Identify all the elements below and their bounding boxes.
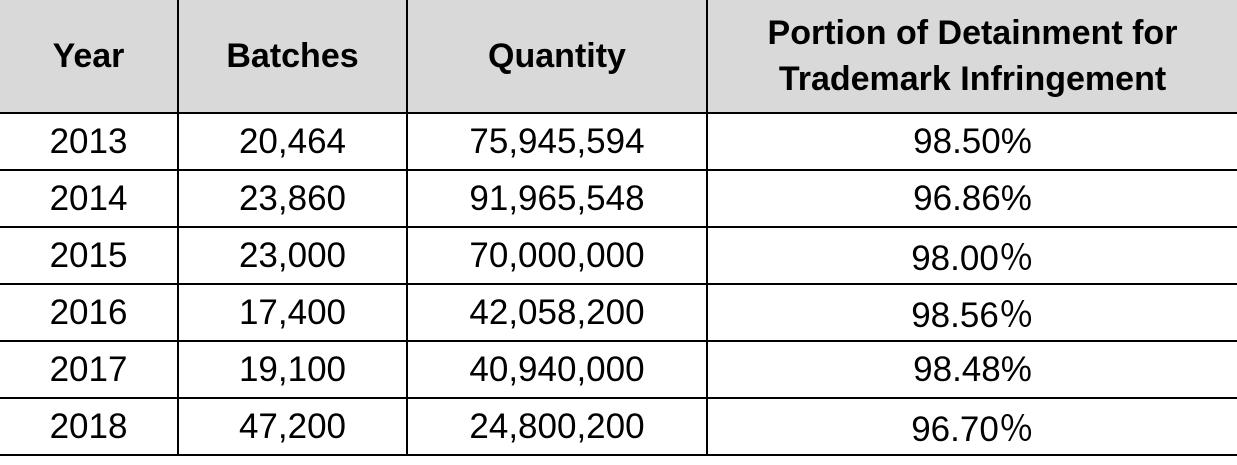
table-row: 2015 23,000 70,000,000 98.00％ — [0, 226, 1237, 285]
table-cell: 75,945,594 — [406, 112, 708, 171]
header-cell: Year — [0, 0, 179, 114]
table-cell: 40,940,000 — [406, 340, 708, 399]
table-cell: 2017 — [0, 340, 179, 399]
header-cell: Quantity — [406, 0, 708, 114]
table-cell: 23,000 — [177, 226, 408, 285]
table-body: 2013 20,464 75,945,594 98.50% 2014 23,860 91,9… — [0, 112, 1237, 456]
table-cell: 98.50% — [706, 112, 1237, 171]
table-cell: 47,200 — [177, 397, 408, 456]
table-cell: 98.00％ — [706, 226, 1237, 285]
table-cell: 96.70％ — [706, 397, 1237, 456]
table-cell: 23,860 — [177, 169, 408, 228]
table-cell: 96.86% — [706, 169, 1237, 228]
table-row: 2014 23,860 91,965,548 96.86% — [0, 169, 1237, 228]
table-cell: 98.48% — [706, 340, 1237, 399]
table-cell: 2015 — [0, 226, 179, 285]
table-cell: 24,800,200 — [406, 397, 708, 456]
table-row: 2016 17,400 42,058,200 98.56％ — [0, 283, 1237, 342]
table-cell: 91,965,548 — [406, 169, 708, 228]
table-cell: 2014 — [0, 169, 179, 228]
header-cell: Batches — [177, 0, 408, 114]
table-cell: 70,000,000 — [406, 226, 708, 285]
table-cell: 2016 — [0, 283, 179, 342]
table-cell: 20,464 — [177, 112, 408, 171]
header-cell: Portion of Detainment for Trademark Infr… — [706, 0, 1237, 114]
table-cell: 42,058,200 — [406, 283, 708, 342]
table-cell: 2013 — [0, 112, 179, 171]
table-cell: 2018 — [0, 397, 179, 456]
table-row: 2017 19,100 40,940,000 98.48% — [0, 340, 1237, 399]
table-cell: 17,400 — [177, 283, 408, 342]
table-row: 2013 20,464 75,945,594 98.50% — [0, 112, 1237, 171]
header-row: Year Batches Quantity Portion of Detainment… — [0, 0, 1237, 114]
table-cell: 19,100 — [177, 340, 408, 399]
table-row: 2018 47,200 24,800,200 96.70％ — [0, 397, 1237, 456]
table-cell: 98.56％ — [706, 283, 1237, 342]
